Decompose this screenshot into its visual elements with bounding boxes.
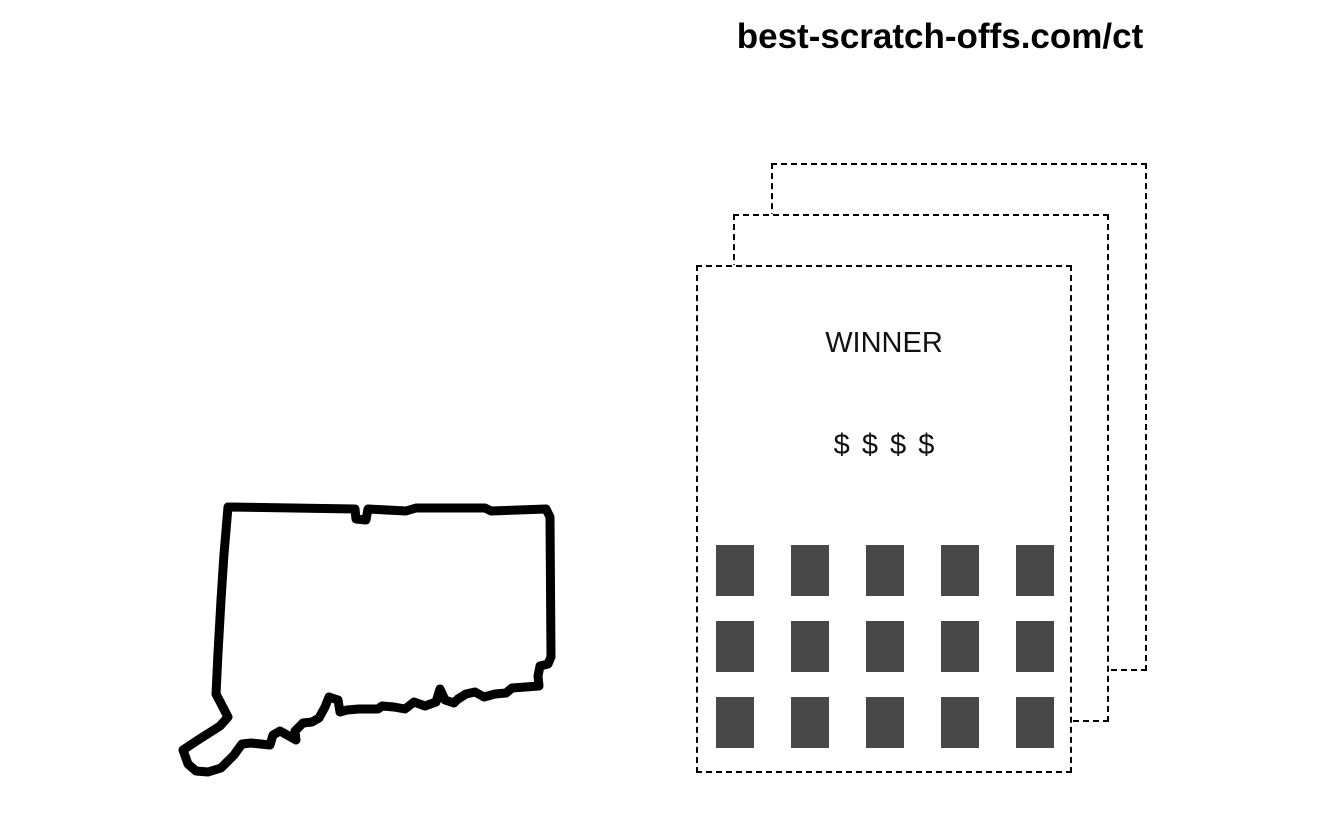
scratch-grid xyxy=(716,545,1054,749)
scratch-box[interactable] xyxy=(866,545,904,596)
scratch-box[interactable] xyxy=(941,697,979,748)
scratch-box[interactable] xyxy=(866,621,904,672)
scratch-box[interactable] xyxy=(1016,621,1054,672)
scratch-box[interactable] xyxy=(791,621,829,672)
scratch-box[interactable] xyxy=(791,545,829,596)
scratch-box[interactable] xyxy=(716,621,754,672)
ticket-prize-symbols: $ $ $ $ xyxy=(833,429,935,461)
scratch-box[interactable] xyxy=(1016,545,1054,596)
ticket-headline: WINNER xyxy=(825,327,943,359)
scratch-box[interactable] xyxy=(1016,697,1054,748)
scratch-box[interactable] xyxy=(716,697,754,748)
scratch-box[interactable] xyxy=(941,621,979,672)
scratch-box[interactable] xyxy=(791,697,829,748)
scratch-box[interactable] xyxy=(866,697,904,748)
scratch-box[interactable] xyxy=(716,545,754,596)
scratch-box[interactable] xyxy=(941,545,979,596)
site-url-heading: best-scratch-offs.com/ct xyxy=(736,17,1144,56)
scratch-ticket: WINNER $ $ $ $ xyxy=(696,265,1072,773)
